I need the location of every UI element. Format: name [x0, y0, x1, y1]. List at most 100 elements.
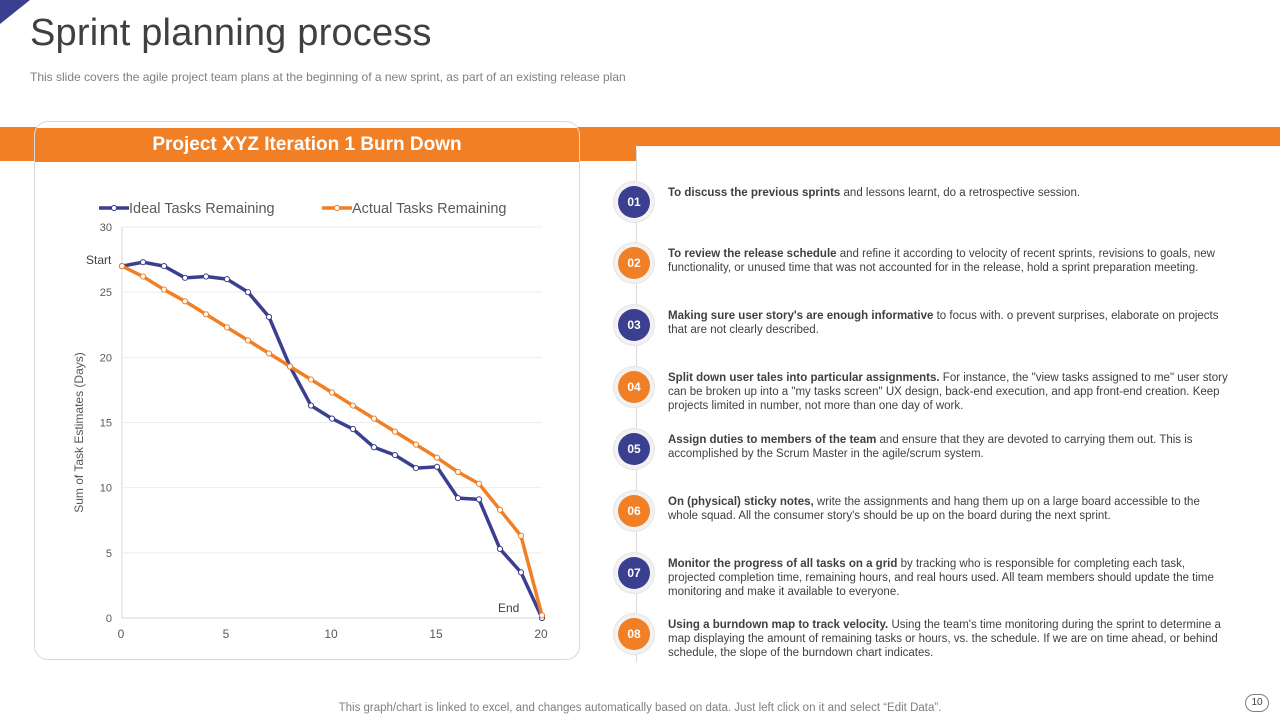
step-item: 02 To review the release schedule and ref… [610, 247, 1250, 307]
step-item: 04 Split down user tales into particular … [610, 371, 1250, 431]
step-text: On (physical) sticky notes, write the as… [668, 495, 1228, 523]
x-tick-label: 15 [429, 627, 443, 641]
data-point [265, 313, 273, 321]
chart-card[interactable]: Project XYZ Iteration 1 Burn Down 0 5 10 15… [34, 121, 580, 660]
series-line-ideal [121, 260, 544, 619]
step-number-badge: 05 [618, 433, 650, 465]
y-axis-label: Sum of Task Estimates (Days) [72, 352, 86, 513]
x-tick-label: 0 [118, 627, 125, 641]
timeline-connector [636, 146, 1280, 162]
series-line-actual [121, 264, 544, 616]
step-rest-text: by tracking who is responsible for compl… [668, 558, 1214, 598]
data-point [244, 337, 252, 344]
step-rest-text: and ensure that they are devoted to carr… [668, 434, 1193, 460]
legend-marker [110, 204, 118, 212]
step-rest-text: write the assignments and hang them up o… [668, 496, 1200, 522]
step-item: 01 To discuss the previous sprints and le… [610, 186, 1250, 246]
step-text: Assign duties to members of the team and… [668, 433, 1228, 461]
data-point [412, 465, 420, 472]
step-bold-text: To review the release schedule [668, 248, 837, 260]
step-item: 08 Using a burndown map to track velocity… [610, 618, 1250, 678]
y-tick-label: 15 [100, 418, 112, 430]
data-point [433, 454, 441, 461]
y-tick-label: 5 [106, 548, 112, 560]
step-text: Making sure user story's are enough info… [668, 309, 1228, 337]
data-point [307, 376, 315, 383]
data-point [475, 496, 483, 503]
step-bold-text: Split down user tales into particular as… [668, 372, 940, 384]
data-point [139, 273, 147, 280]
data-point [328, 389, 336, 396]
step-text: Monitor the progress of all tasks on a g… [668, 557, 1228, 599]
data-point [517, 569, 525, 576]
data-point [496, 506, 504, 513]
step-item: 06 On (physical) sticky notes, write the … [610, 495, 1250, 555]
data-point [391, 428, 399, 435]
data-point [454, 494, 462, 502]
data-point [412, 441, 420, 448]
data-point [391, 451, 399, 459]
y-tick-label: 20 [100, 352, 112, 364]
data-point [328, 415, 336, 422]
corner-accent [0, 0, 30, 24]
step-number-badge: 03 [618, 309, 650, 341]
data-point [202, 273, 210, 280]
data-point [286, 363, 294, 370]
data-point [307, 402, 315, 409]
y-tick-label: 10 [100, 483, 112, 495]
y-tick-label: 30 [100, 222, 112, 234]
x-tick-label: 10 [324, 627, 338, 641]
step-item: 07 Monitor the progress of all tasks on a… [610, 557, 1250, 617]
step-rest-text: Using the team's time monitoring during … [668, 619, 1221, 659]
data-point [454, 468, 462, 476]
step-bold-text: To discuss the previous sprints [668, 187, 841, 199]
step-bold-text: Monitor the progress of all tasks on a g… [668, 558, 898, 570]
data-point [475, 480, 483, 487]
step-number-badge: 07 [618, 557, 650, 589]
x-tick-label: 5 [223, 627, 230, 641]
data-point [139, 259, 147, 266]
data-point [160, 263, 168, 270]
data-point [370, 415, 378, 422]
step-bold-text: Assign duties to members of the team [668, 434, 877, 446]
data-point [349, 402, 357, 409]
step-rest-text: to focus with. o prevent surprises, elab… [668, 310, 1219, 336]
data-point [496, 545, 504, 553]
step-number-badge: 04 [618, 371, 650, 403]
data-point [223, 324, 231, 331]
timeline-line [636, 150, 637, 662]
data-point [265, 350, 273, 357]
data-point [538, 612, 546, 619]
data-point [370, 444, 378, 451]
step-text: Using a burndown map to track velocity. … [668, 618, 1228, 660]
step-number-badge: 06 [618, 495, 650, 527]
step-item: 03 Making sure user story's are enough in… [610, 309, 1250, 369]
step-text: Split down user tales into particular as… [668, 371, 1228, 413]
start-annotation: Start [86, 253, 112, 267]
data-point [244, 289, 252, 296]
y-tick-label: 0 [106, 613, 112, 625]
chart-title: Project XYZ Iteration 1 Burn Down [35, 128, 579, 162]
page-subtitle: This slide covers the agile project team… [30, 70, 626, 84]
step-item: 05 Assign duties to members of the team a… [610, 433, 1250, 493]
legend-label: Actual Tasks Remaining [352, 201, 506, 217]
x-tick-label: 20 [534, 627, 548, 641]
step-text: To review the release schedule and refin… [668, 247, 1228, 275]
step-text: To discuss the previous sprints and less… [668, 186, 1228, 200]
step-number-badge: 02 [618, 247, 650, 279]
page-number: 10 [1245, 694, 1269, 712]
step-bold-text: Using a burndown map to track velocity. [668, 619, 889, 631]
step-rest-text: and refine it according to velocity of r… [668, 248, 1215, 274]
page-title: Sprint planning process [30, 12, 432, 54]
data-point [181, 274, 189, 281]
data-point [517, 532, 525, 539]
legend-label: Ideal Tasks Remaining [129, 201, 275, 217]
step-number-badge: 08 [618, 618, 650, 650]
data-point [349, 425, 357, 433]
step-number-badge: 01 [618, 186, 650, 218]
burndown-chart[interactable]: 0 5 10 15 20 25 30 0 5 10 15 20 Sum of Task Estimate… [35, 122, 580, 660]
data-point [181, 298, 189, 305]
data-point [202, 311, 210, 318]
data-point [160, 286, 168, 293]
step-rest-text: and lessons learnt, do a retrospective s… [840, 187, 1081, 199]
